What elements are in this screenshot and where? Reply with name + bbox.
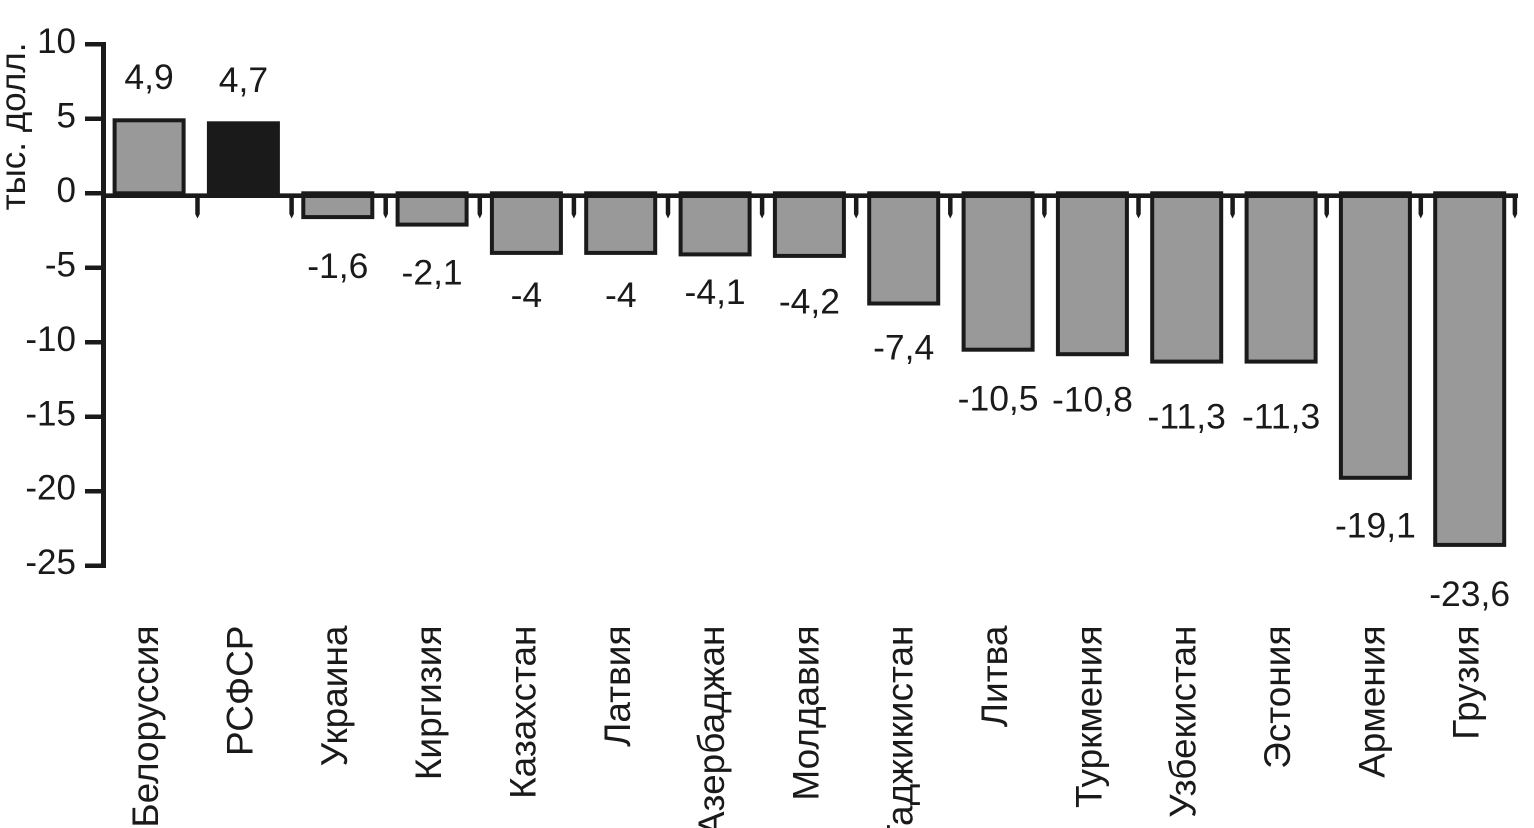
svg-text:Узбекистан: Узбекистан (1163, 626, 1204, 818)
svg-text:-25: -25 (25, 543, 76, 582)
svg-text:Эстония: Эстония (1257, 626, 1298, 769)
svg-text:Грузия: Грузия (1446, 626, 1487, 740)
svg-text:-19,1: -19,1 (1335, 506, 1416, 546)
svg-text:-1,6: -1,6 (307, 246, 368, 286)
svg-text:-11,3: -11,3 (1148, 397, 1226, 437)
svg-text:-4: -4 (511, 275, 543, 315)
svg-text:Армения: Армения (1351, 626, 1392, 778)
svg-text:Киргизия: Киргизия (408, 626, 449, 781)
svg-text:0: 0 (57, 171, 76, 210)
svg-text:-20: -20 (25, 469, 76, 508)
svg-text:5: 5 (57, 96, 76, 135)
svg-text:Таджикистан: Таджикистан (880, 625, 921, 828)
svg-text:-4,2: -4,2 (779, 282, 840, 322)
svg-text:-4,1: -4,1 (685, 272, 746, 312)
svg-text:-2,1: -2,1 (402, 253, 463, 293)
svg-text:-5: -5 (45, 245, 76, 284)
svg-text:-4: -4 (605, 275, 637, 315)
svg-text:-23,6: -23,6 (1429, 574, 1510, 614)
svg-text:-7,4: -7,4 (873, 328, 934, 368)
svg-text:-15: -15 (25, 394, 76, 433)
svg-text:4,7: 4,7 (219, 60, 268, 100)
svg-text:-10,5: -10,5 (958, 379, 1039, 419)
svg-text:РСФСР: РСФСР (219, 626, 260, 757)
svg-text:Азербаджан: Азербаджан (691, 626, 732, 828)
svg-text:4,9: 4,9 (124, 57, 173, 97)
svg-text:10: 10 (37, 22, 76, 61)
svg-text:Молдавия: Молдавия (785, 626, 826, 801)
svg-text:тыс. долл.: тыс. долл. (0, 43, 33, 211)
svg-text:-10: -10 (25, 320, 76, 359)
svg-text:Латвия: Латвия (597, 626, 638, 747)
svg-text:-11,3: -11,3 (1242, 397, 1320, 437)
svg-text:Казахстан: Казахстан (502, 626, 543, 799)
svg-text:Туркмения: Туркмения (1068, 626, 1109, 809)
svg-text:Белоруссия: Белоруссия (125, 626, 166, 828)
svg-text:Украина: Украина (314, 625, 355, 766)
svg-text:Литва: Литва (974, 625, 1015, 727)
svg-text:-10,8: -10,8 (1052, 380, 1133, 420)
